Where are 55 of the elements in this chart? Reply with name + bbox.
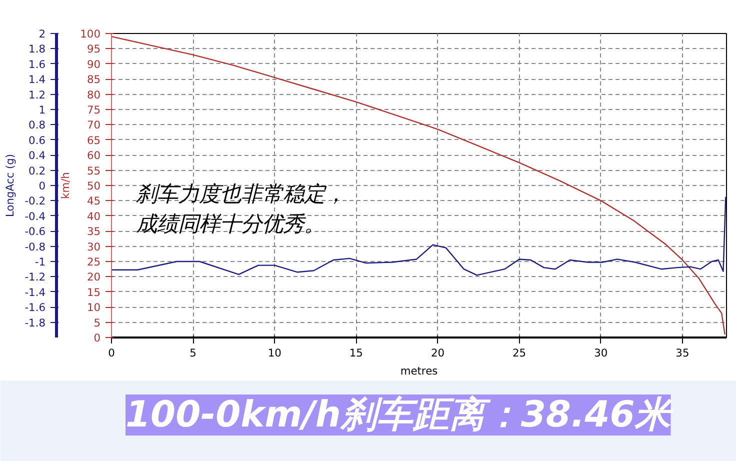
- y-tick-label: 20: [86, 270, 101, 284]
- y2-tick-label: 0.6: [28, 134, 46, 147]
- y2-tick-label: -0.8: [24, 240, 46, 254]
- y2-tick-label: 1.8: [28, 42, 46, 56]
- x-tick-label: 20: [430, 346, 445, 360]
- y2-tick-label: -1.6: [24, 301, 46, 314]
- y-tick-label: 35: [86, 225, 101, 238]
- x-tick-label: 15: [349, 346, 363, 360]
- y-tick-label: 100: [80, 28, 101, 40]
- y-tick-label: 40: [86, 210, 101, 223]
- y2-tick-label: 0: [38, 180, 46, 192]
- y-tick-label: 5: [94, 316, 100, 330]
- annotation: 成绩同样十分优秀。: [136, 212, 325, 238]
- y-axis-title: km/h: [59, 172, 72, 199]
- x-tick-label: 0: [108, 346, 116, 360]
- text: 100-0km/h刹车距离：38.46米: [126, 394, 674, 436]
- y-tick-label: 30: [86, 240, 101, 254]
- y2-tick-label: 2: [38, 28, 46, 40]
- x-tick-label: 35: [676, 346, 690, 360]
- y-tick-label: 15: [86, 286, 101, 299]
- y2-tick-label: 1: [38, 104, 46, 116]
- y2-tick-label: 0.2: [28, 164, 46, 178]
- y2-tick-label: -1.2: [24, 270, 46, 284]
- y2-tick-label: -1.8: [24, 316, 46, 330]
- y-tick-label: 95: [86, 42, 101, 56]
- y2-tick-label: 0.8: [28, 118, 46, 132]
- y2-tick-label: 0.4: [28, 149, 46, 162]
- y2-axis-title: LongAcc (g): [4, 154, 17, 218]
- y2-tick-label: -1: [34, 256, 46, 268]
- y-tick-label: 80: [86, 88, 101, 102]
- y-tick-label: 45: [86, 194, 101, 208]
- y2-tick-label: -0.6: [24, 225, 46, 238]
- y2-tick-label: 1.6: [28, 58, 46, 71]
- annotation: 刹车力度也非常稳定，: [134, 182, 346, 207]
- x-tick-label: 10: [268, 346, 282, 360]
- y-tick-label: 70: [86, 118, 101, 132]
- y2-tick-label: -0.2: [24, 194, 46, 208]
- y2-tick-label: 1.2: [28, 88, 46, 102]
- y-tick-label: 60: [86, 149, 101, 162]
- y-tick-label: 0: [94, 332, 101, 344]
- y2-tick-label: 1.4: [28, 73, 46, 86]
- y-tick-label: 10: [86, 301, 101, 314]
- y-tick-label: 55: [86, 164, 101, 178]
- y-tick-label: 90: [86, 58, 101, 71]
- y-tick-label: 25: [86, 256, 101, 268]
- y2-tick-label: -1.4: [24, 286, 46, 299]
- x-tick-label: 25: [512, 346, 526, 360]
- x-tick-label: 30: [594, 346, 608, 360]
- y-tick-label: 65: [86, 134, 101, 147]
- y-tick-label: 85: [86, 73, 101, 86]
- x-tick-label: 5: [190, 346, 196, 360]
- y2-tick-label: -0.4: [24, 210, 46, 223]
- y-tick-label: 75: [86, 104, 101, 116]
- x-axis-title: metres: [400, 364, 438, 378]
- y-tick-label: 50: [86, 180, 101, 192]
